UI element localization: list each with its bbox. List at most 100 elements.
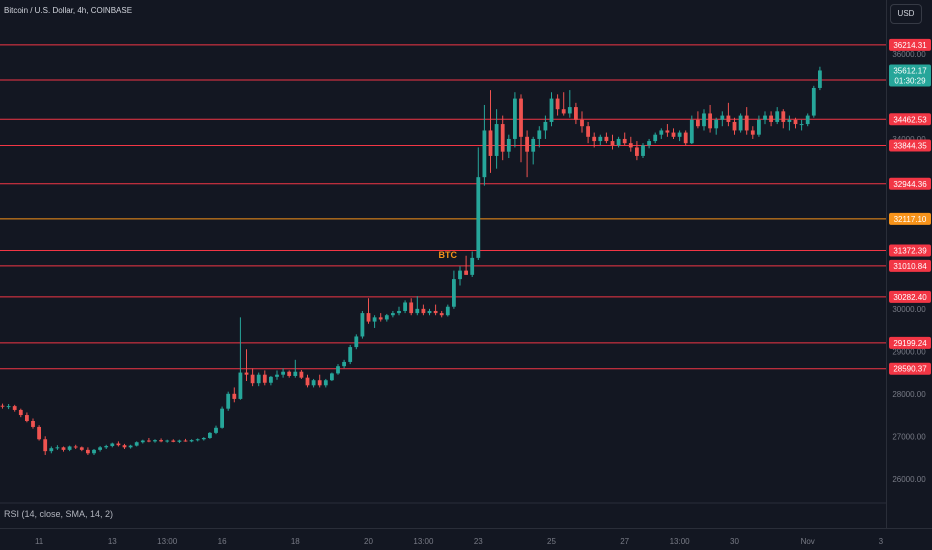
level-price-tag [889,113,931,126]
candle-body [140,440,145,443]
candle-body [0,405,5,407]
candle-body [482,130,487,178]
candle-body [397,310,401,314]
candle-body [189,440,194,442]
candle-body [622,138,627,144]
candle-body [18,409,23,416]
candle-body [476,177,481,258]
candle-body [659,130,664,135]
candle-body [757,119,761,135]
candle-body [592,136,597,142]
candle-body [171,440,176,442]
level-price-label: 34462.53 [893,115,927,124]
candle-body [769,115,773,122]
candle-body [458,270,462,280]
candle-body [275,374,279,377]
x-tick-label: 20 [364,537,373,546]
candle-body [128,445,133,448]
level-price-tag [889,259,931,272]
candle-body [311,380,316,386]
candle-body [153,440,157,442]
candle-body [818,70,822,88]
candle-body [506,138,511,152]
candle-body [12,406,17,410]
candle-body [653,134,658,142]
candle-body [354,336,359,348]
candle-body [49,448,54,452]
candle-body [763,115,767,120]
last-price-label: 35612.17 [893,66,927,75]
candle-body [787,119,792,122]
candle-body [317,380,322,386]
candle-body [409,302,414,314]
candle-body [244,372,249,375]
x-tick-label: 27 [620,537,629,546]
candle-body [598,136,603,142]
candle-body [134,442,139,446]
candle-body [281,371,285,375]
candle-body [195,439,200,441]
candle-body [488,130,493,156]
candle-body [330,373,334,381]
candle-body [445,306,450,316]
candle-body [549,98,554,122]
candle-body [360,313,365,337]
candle-body [220,408,224,428]
candle-body [378,317,383,320]
candle-body [79,447,84,450]
candle-body [61,447,66,450]
candle-body [433,310,438,314]
candle-body [628,143,633,148]
candle-body [494,124,499,156]
candle-body [159,440,163,442]
candle-body [73,446,78,448]
candle-body [519,98,523,137]
candle-body [775,111,780,122]
candle-body [238,372,243,399]
candle-body [641,145,645,156]
candle-body [531,138,536,152]
candle-body [336,366,340,374]
candle-body [513,98,517,139]
candle-body [177,440,182,442]
candle-body [384,315,389,320]
candle-body [811,87,816,116]
candle-body [183,440,188,442]
candle-body [696,119,700,127]
y-tick-label: 26000.00 [892,475,926,484]
level-price-label: 28590.37 [893,365,927,374]
candle-body [452,279,456,307]
candle-body [720,115,725,120]
y-tick-label: 27000.00 [892,432,926,441]
candle-body [55,447,60,449]
candle-body [781,111,786,122]
candle-body [738,115,743,131]
candle-body [391,313,395,316]
candle-body [665,130,670,133]
candle-body [799,124,804,126]
candle-body [262,374,267,383]
currency-button[interactable]: USD [890,4,922,24]
y-tick-label: 29000.00 [892,347,926,356]
candle-body [586,126,590,137]
candle-body [372,317,377,322]
candle-body [232,393,237,399]
candle-body [287,371,292,376]
level-price-label: 36214.31 [893,41,927,50]
x-tick-label: 13 [108,537,117,546]
rsi-indicator-label[interactable]: RSI (14, close, SMA, 14, 2) [4,509,114,519]
candle-body [574,107,578,120]
last-price-tag [889,64,931,87]
candle-body [464,270,468,275]
candle-body [683,132,688,144]
level-price-label: 29199.24 [893,339,927,348]
level-price-label: 31010.84 [893,262,927,271]
candle-body [323,380,328,386]
y-tick-label: 34000.00 [892,135,926,144]
level-price-tag [889,38,931,51]
x-tick-label: 13:00 [413,537,434,546]
x-tick-label: 23 [474,537,483,546]
level-price-tag [889,212,931,225]
countdown-label: 01:30:29 [894,76,926,85]
